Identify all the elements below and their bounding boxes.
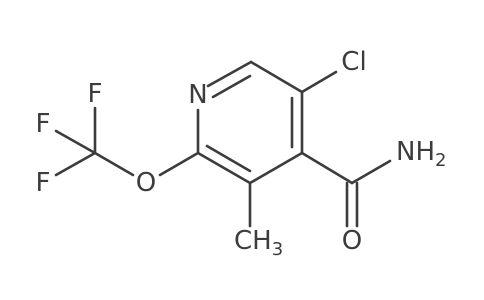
bond (54, 151, 97, 177)
atom-symbol: NH (396, 137, 435, 167)
atom-label: NH2 (396, 137, 446, 171)
atom-labels: N Cl NH2 O CH3 O F F F (36, 47, 447, 260)
atom-label: Cl (341, 47, 366, 77)
bond (248, 151, 304, 185)
bond (206, 60, 253, 88)
bond (300, 70, 338, 94)
bond (211, 74, 252, 99)
atom-label: O (342, 226, 362, 256)
atom-label: F (88, 79, 103, 109)
bond (93, 151, 135, 177)
bond (205, 144, 252, 173)
atom-label: N (188, 80, 207, 110)
atom-label: F (36, 168, 51, 198)
bond (249, 60, 304, 94)
atom-label: F (36, 109, 51, 139)
bond (158, 151, 200, 177)
bond (300, 151, 354, 185)
bond (350, 159, 392, 185)
atom-symbol: CH (234, 226, 272, 256)
atom-label: CH3 (234, 226, 283, 260)
bond (196, 151, 252, 185)
atom-label: O (136, 168, 156, 198)
bond (54, 129, 97, 155)
bonds (54, 60, 392, 228)
atom-subscript: 3 (272, 239, 283, 260)
atom-subscript: 2 (435, 150, 446, 171)
